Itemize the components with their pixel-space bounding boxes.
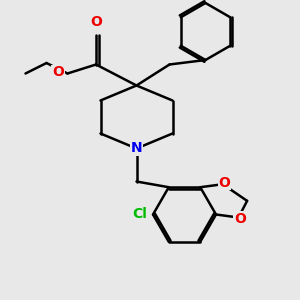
Text: O: O — [218, 176, 230, 190]
Text: N: N — [131, 142, 142, 155]
Text: O: O — [52, 65, 64, 79]
Text: O: O — [90, 15, 102, 29]
Text: O: O — [234, 212, 246, 226]
Text: Cl: Cl — [133, 208, 148, 221]
